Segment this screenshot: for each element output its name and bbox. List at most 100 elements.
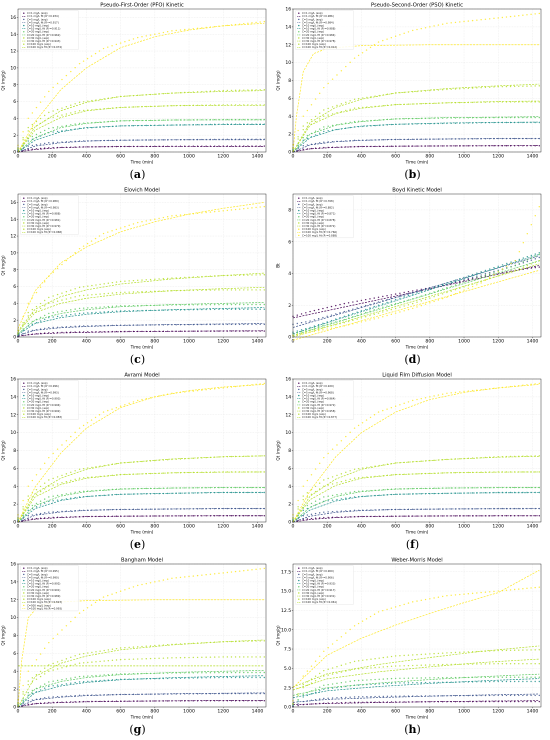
data-point [314,130,317,132]
data-point [390,297,393,300]
data-point [493,491,495,494]
data-point [518,116,520,119]
data-point [251,303,253,306]
data-point [497,121,499,124]
data-point [446,392,448,394]
data-point [196,471,199,474]
data-point [230,386,233,388]
data-point [526,14,528,16]
data-point [373,414,376,416]
x-tick-label: 1200 [492,154,504,160]
data-point [526,259,529,261]
data-point [255,308,257,310]
y-tick-label: 8 [288,207,291,213]
data-point [356,311,358,313]
data-point [103,324,105,327]
data-point [243,692,245,695]
data-point [175,304,177,306]
data-point [467,275,470,277]
data-point [263,700,265,702]
legend-label: C=20 mg/L fit (R²=0.991) [27,588,60,592]
data-point [476,284,478,286]
data-point [513,385,516,387]
data-point [119,493,122,495]
data-point [218,641,220,643]
data-point [243,671,245,674]
data-point [374,494,376,497]
data-point [65,141,68,143]
data-point [522,491,524,494]
data-point [317,323,320,326]
data-point [95,325,97,327]
data-point [78,110,81,112]
data-point [530,694,532,697]
data-point [357,139,360,141]
fit-line [17,202,265,329]
data-point [484,663,487,665]
data-point [433,652,435,655]
data-point [192,145,195,147]
data-point [459,145,461,147]
legend: C=1 mg/L (exp)C=1 mg/L fit (R²=0.995)C=5… [20,565,79,612]
data-point [95,284,97,286]
data-point [526,267,529,270]
data-point [158,677,160,680]
data-point [179,277,182,279]
data-point [330,319,333,322]
data-point [505,491,508,494]
data-point [366,139,368,141]
data-point [476,700,478,703]
data-point [175,657,177,659]
data-point [137,678,139,680]
data-point [39,485,42,488]
data-point [107,125,110,128]
data-point [362,701,364,703]
data-point [149,119,152,122]
data-point [128,493,130,495]
data-point [226,209,229,212]
data-point [314,699,317,701]
data-point [407,493,410,495]
data-point [192,276,195,278]
data-point [327,495,329,497]
data-point [538,252,540,254]
data-point [201,492,203,494]
data-point [513,471,516,473]
data-point [48,142,50,144]
data-point [65,473,68,475]
data-point [52,127,54,129]
data-point [357,120,360,123]
data-point [263,20,265,23]
data-point [43,299,46,302]
data-point [115,125,118,127]
data-point [488,491,491,494]
data-point [467,284,470,287]
data-point [43,697,46,699]
data-point [263,104,265,106]
data-point [471,457,474,459]
data-point [317,308,320,311]
data-point [137,106,139,108]
data-point [158,644,160,647]
data-point [255,289,257,291]
data-point [39,689,42,691]
y-tick-label: 6 [13,651,16,657]
data-point [484,145,487,147]
data-point [22,499,24,502]
data-point [103,509,105,511]
data-point [74,128,76,130]
data-point [513,121,516,124]
data-point [87,509,89,511]
data-point [450,294,452,297]
data-point [95,121,97,124]
data-point [330,322,333,324]
data-point [226,303,229,306]
fit-line [17,675,265,708]
data-point [137,119,139,122]
data-point [171,330,173,332]
data-point [107,509,110,511]
data-point [184,91,186,94]
data-point [154,472,156,475]
data-point [429,297,431,299]
data-point [336,498,338,501]
